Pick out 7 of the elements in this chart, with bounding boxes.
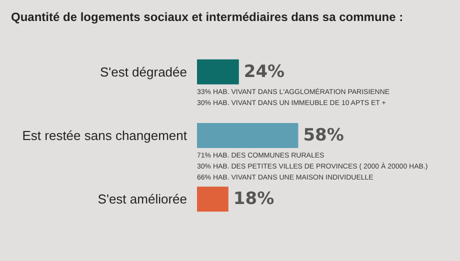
data-label: 18%	[233, 189, 274, 210]
y-tick-label: Est restée sans changement	[22, 128, 188, 143]
y-tick-label: S'est dégradée	[100, 64, 187, 80]
chart-title: Quantité de logements sociaux et intermédiaires dans sa commune :	[11, 10, 404, 24]
data-label: 58%	[303, 126, 344, 146]
data-label: 24%	[244, 62, 285, 82]
y-tick-label: S'est améliorée	[98, 192, 187, 207]
